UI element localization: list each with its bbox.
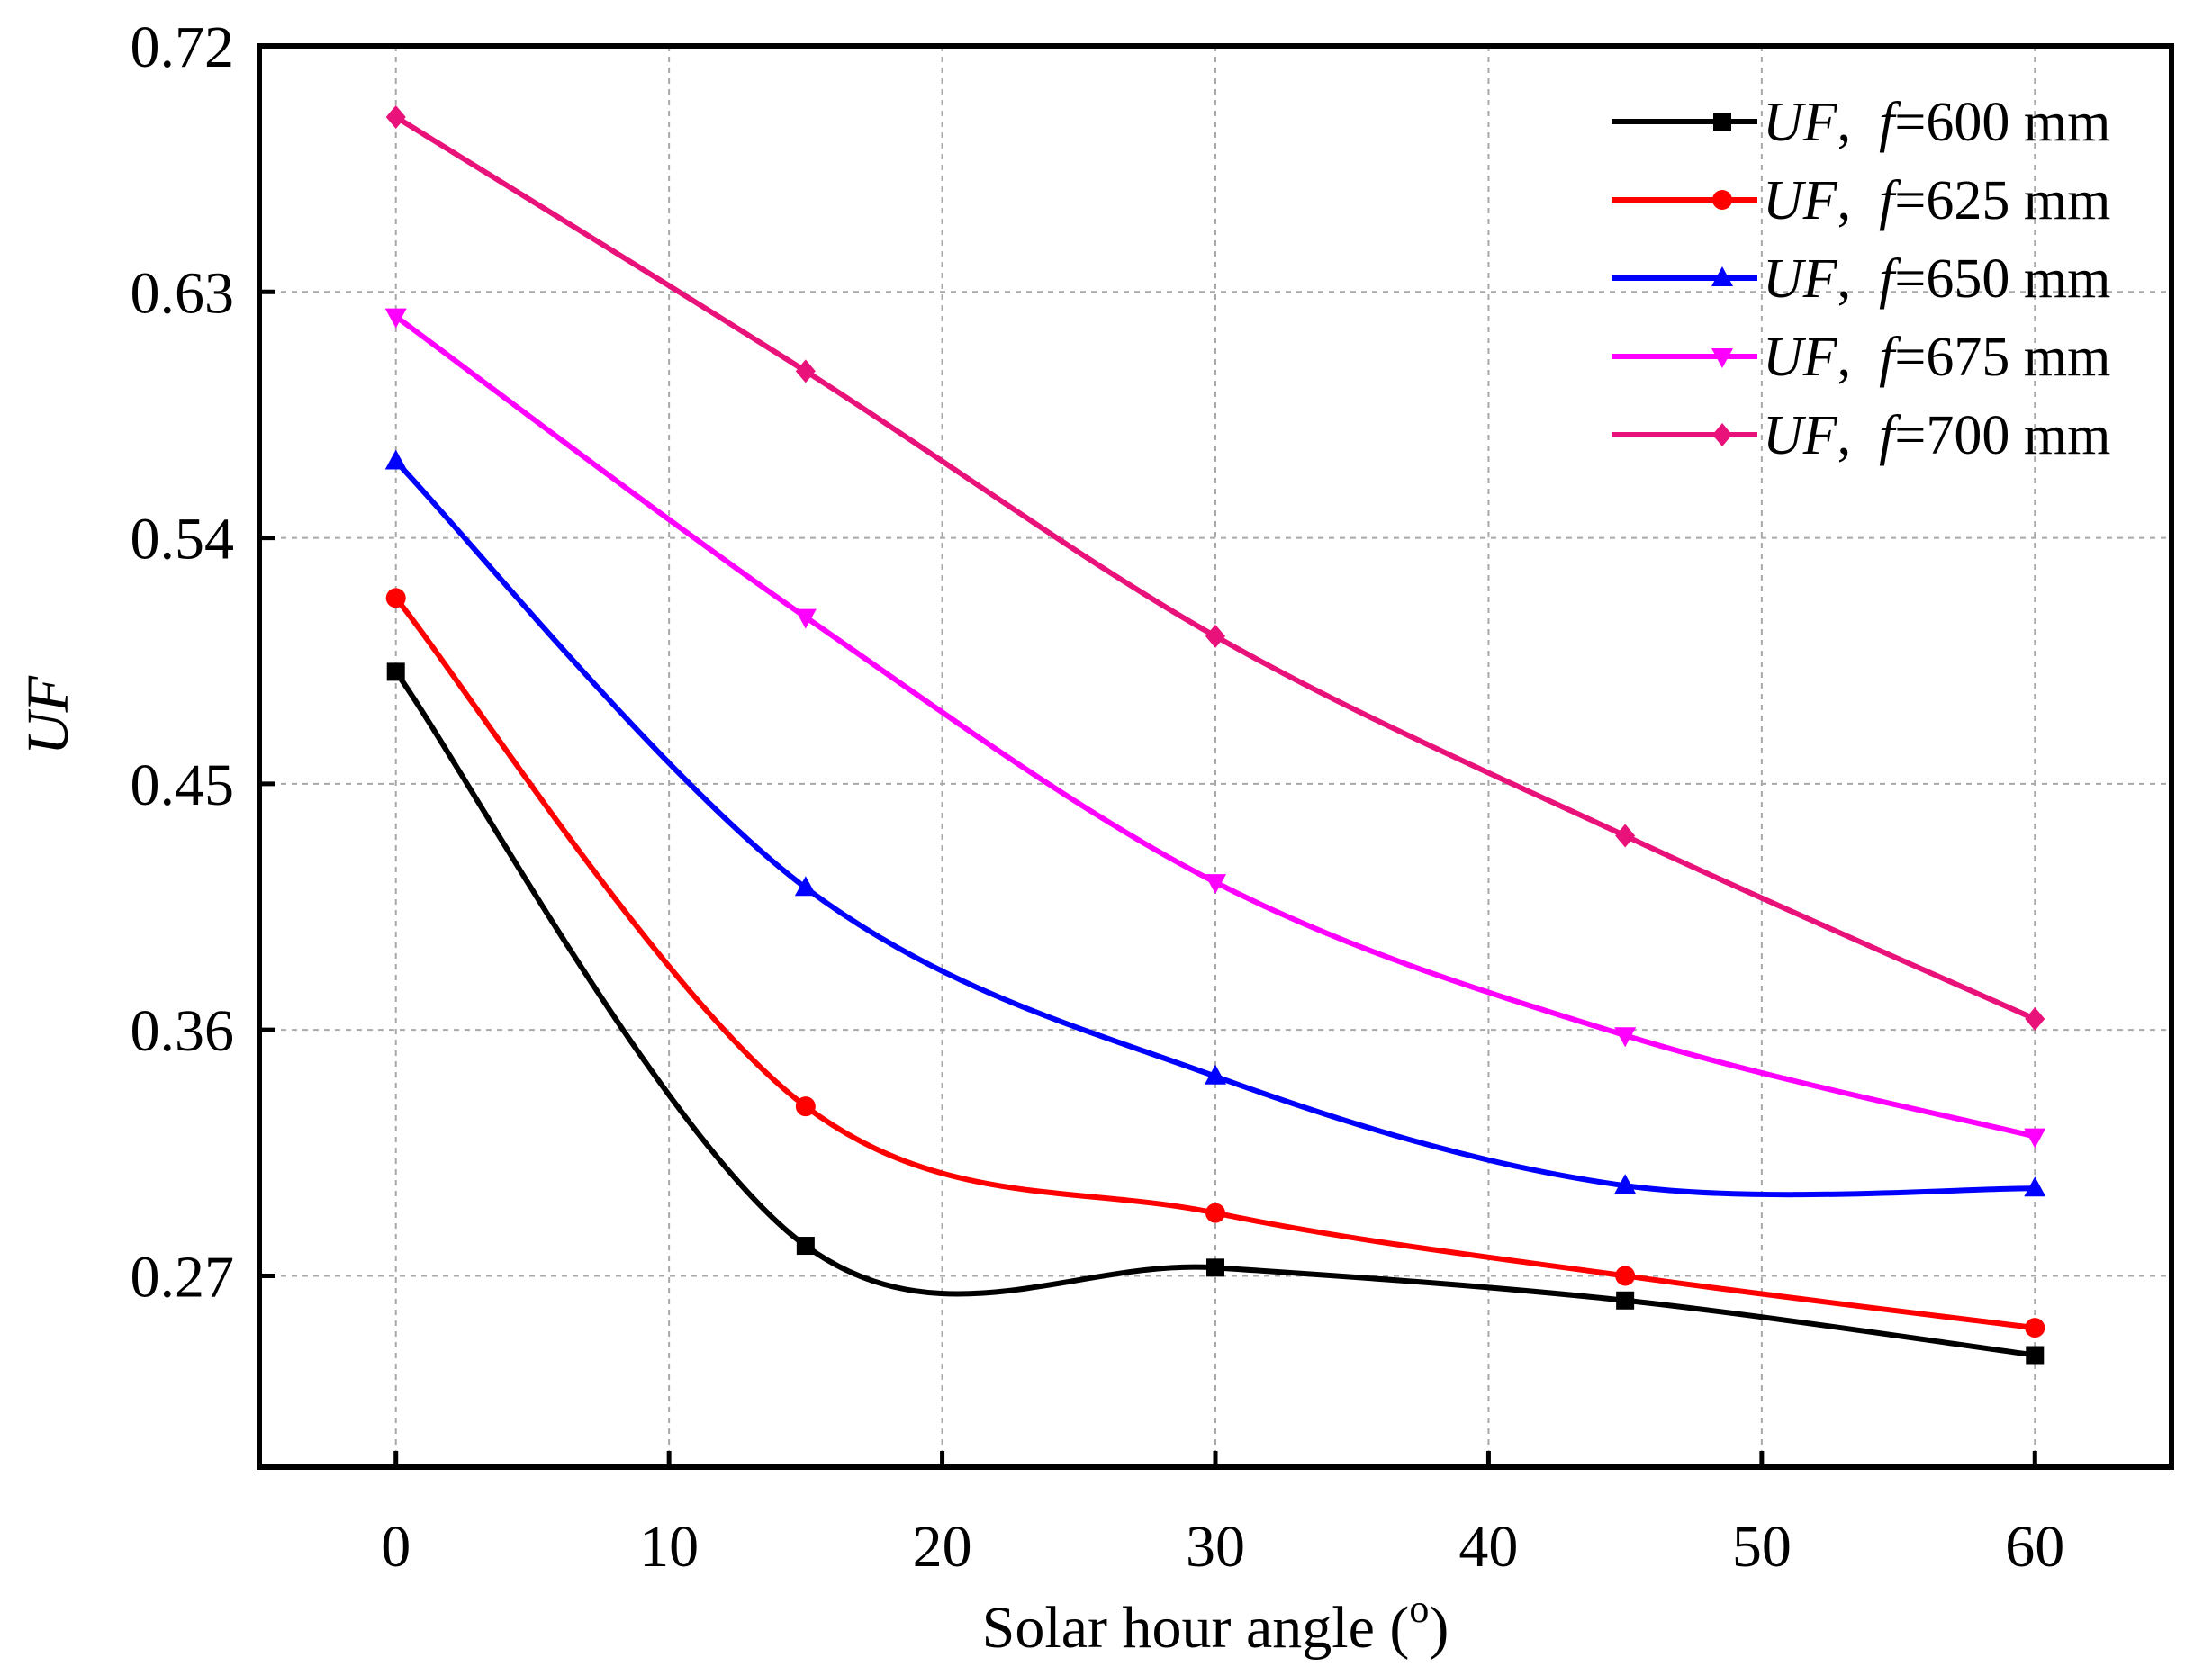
x-tick-label: 60 <box>2005 1514 2064 1580</box>
x-tick-label: 0 <box>381 1514 411 1580</box>
data-point <box>384 449 407 470</box>
data-point <box>385 104 406 129</box>
series-2 <box>384 449 2046 1198</box>
data-point <box>386 662 405 681</box>
legend-marker <box>1713 113 1731 131</box>
data-point <box>2025 1318 2045 1338</box>
legend-entry: UF, f=650 mm <box>1612 248 2110 310</box>
data-point <box>1614 1174 1637 1194</box>
legend-label: UF, f=700 mm <box>1763 405 2110 466</box>
series-line <box>393 669 2038 1358</box>
x-tick-label: 40 <box>1458 1514 1518 1580</box>
legend-entry: UF, f=675 mm <box>1612 327 2110 388</box>
data-point <box>1616 1291 1635 1310</box>
data-point <box>2026 1346 2045 1365</box>
x-tick-label: 30 <box>1186 1514 1245 1580</box>
gridlines <box>259 46 2171 1467</box>
data-point <box>795 359 816 383</box>
data-point <box>1614 1027 1637 1048</box>
legend-marker <box>1712 190 1732 210</box>
legend-marker <box>1711 348 1733 368</box>
legend-label: UF, f=625 mm <box>1763 170 2110 231</box>
data-point <box>794 876 817 897</box>
data-point <box>794 608 817 629</box>
y-tick-label: 0.63 <box>131 260 235 326</box>
data-point <box>1206 1258 1224 1277</box>
series-line <box>393 595 2038 1331</box>
legend-label: UF, f=650 mm <box>1763 248 2110 310</box>
y-tick-label: 0.36 <box>131 998 235 1064</box>
y-tick-label: 0.54 <box>131 507 235 572</box>
data-point <box>1205 1203 1225 1223</box>
series-4 <box>385 104 2045 1032</box>
data-point <box>1205 624 1225 648</box>
y-tick-label: 0.45 <box>131 752 235 818</box>
x-tick-label: 10 <box>639 1514 699 1580</box>
data-point <box>2024 1128 2046 1149</box>
legend: UF, f=600 mm UF, f=625 mm UF, f=650 mm UF, … <box>1612 92 2110 466</box>
legend-entry: UF, f=600 mm <box>1612 92 2110 153</box>
series-line <box>393 458 2038 1198</box>
data-point <box>385 588 406 608</box>
y-tick-label: 0.27 <box>131 1244 235 1310</box>
data-point <box>796 1237 815 1256</box>
legend-label: UF, f=675 mm <box>1763 327 2110 388</box>
data-point <box>2025 1007 2045 1032</box>
series-0 <box>386 662 2045 1365</box>
data-point <box>384 308 407 329</box>
legend-entry: UF, f=625 mm <box>1612 170 2110 231</box>
y-axis-title: UF <box>15 675 81 755</box>
data-series <box>384 104 2046 1365</box>
x-axis-title: Solar hour angle (o) <box>982 1587 1449 1661</box>
legend-label: UF, f=600 mm <box>1763 92 2110 153</box>
y-tick-label: 0.72 <box>131 14 235 80</box>
data-point <box>1615 824 1636 848</box>
legend-marker <box>1712 423 1732 446</box>
x-tick-label: 50 <box>1732 1514 1792 1580</box>
data-point <box>2024 1176 2046 1197</box>
legend-marker <box>1711 266 1733 286</box>
series-3 <box>384 308 2046 1149</box>
data-point <box>795 1096 816 1117</box>
legend-entry: UF, f=700 mm <box>1612 405 2110 466</box>
series-1 <box>385 588 2045 1338</box>
data-point <box>1205 1064 1226 1085</box>
data-point <box>1205 874 1226 895</box>
x-tick-label: 20 <box>913 1514 972 1580</box>
data-point <box>1615 1266 1636 1286</box>
axis-ticks: 0 10 20 30 40 50 60 0.27 0.36 0.45 0.54 0.63 0.72 <box>131 14 2065 1580</box>
